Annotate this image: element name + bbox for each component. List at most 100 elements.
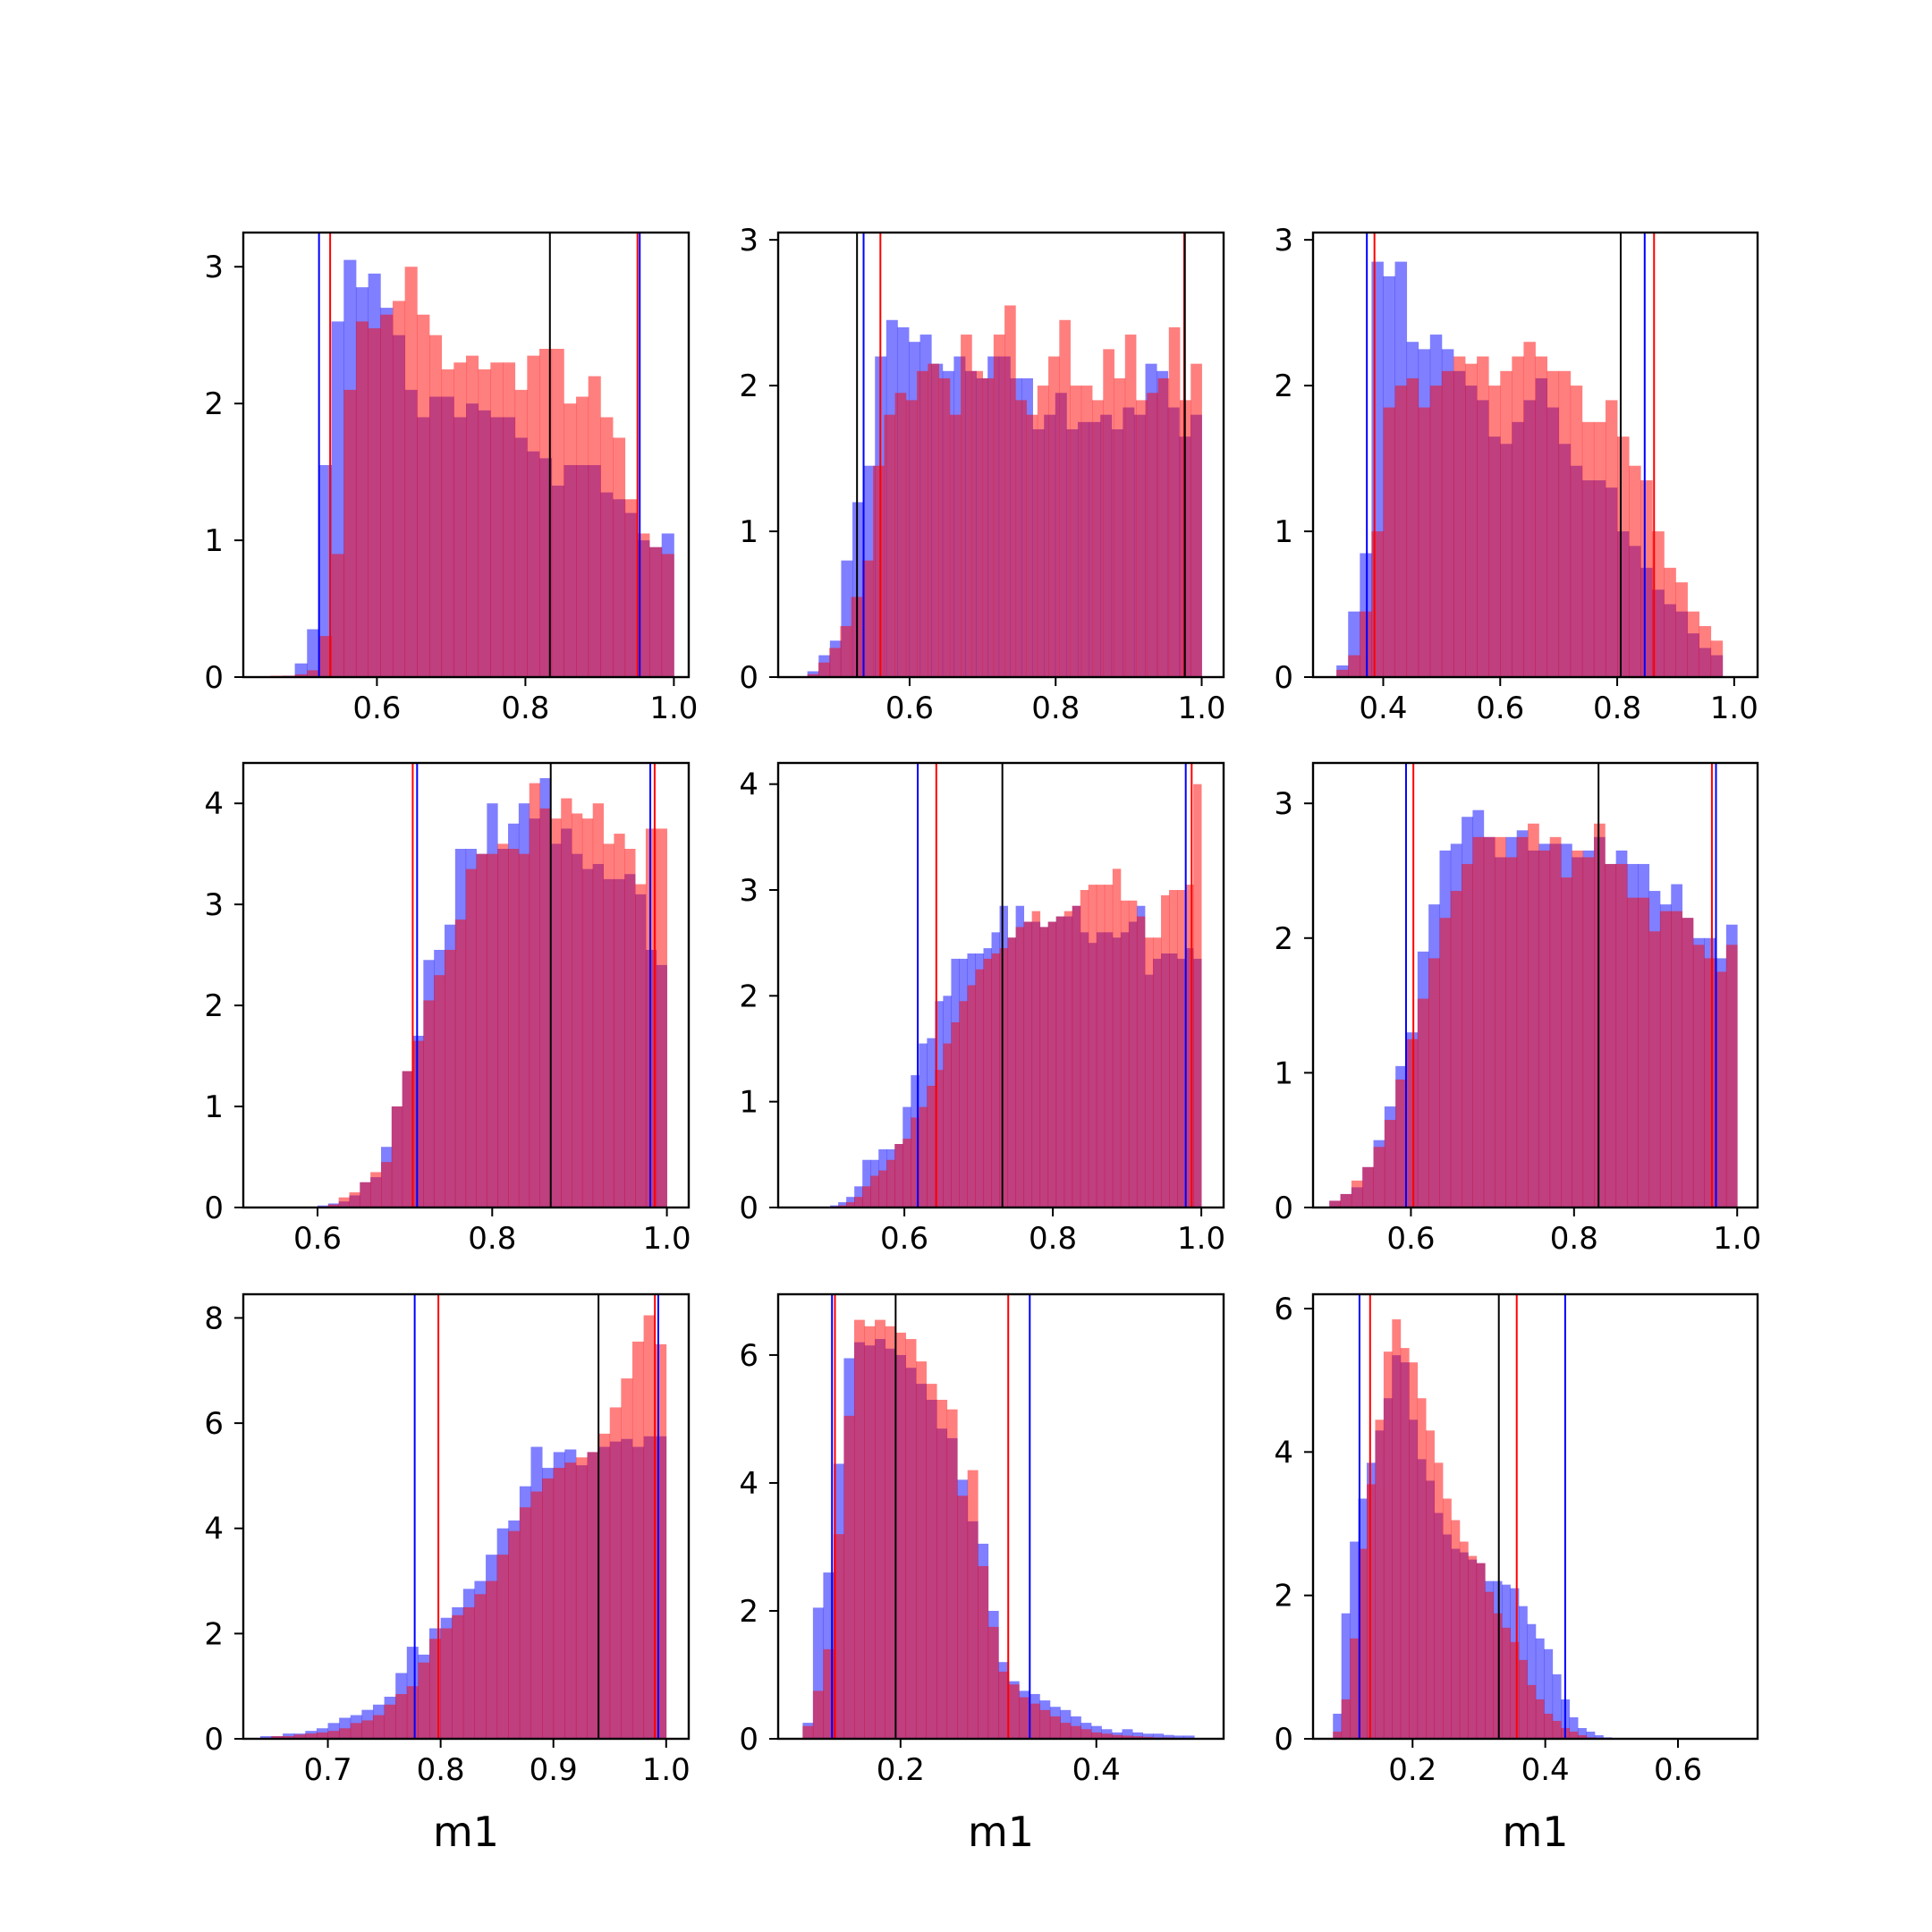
- red-histogram-bar: [1114, 377, 1126, 677]
- blue-histogram-bar: [862, 1159, 871, 1208]
- red-histogram-bar: [355, 321, 369, 677]
- red-histogram-bar: [631, 1341, 644, 1739]
- red-histogram-bar: [1101, 1733, 1113, 1739]
- red-histogram-bar: [587, 1452, 599, 1739]
- y-tick-label: 0: [204, 1191, 224, 1226]
- red-histogram-bar: [846, 1202, 855, 1208]
- red-histogram-bar: [1157, 377, 1170, 677]
- blue-histogram-bar: [1552, 1674, 1562, 1739]
- red-histogram-bar: [1340, 1193, 1352, 1208]
- red-histogram-bar: [1488, 386, 1501, 677]
- y-tick-label: 1: [204, 1089, 224, 1125]
- red-histogram-bar: [486, 1580, 498, 1739]
- red-histogram-bar: [487, 853, 498, 1208]
- blue-histogram-bar: [307, 629, 320, 677]
- red-histogram-bar: [624, 849, 636, 1208]
- red-histogram-bar: [1687, 611, 1700, 677]
- x-tick-label: 0.8: [1550, 1221, 1598, 1257]
- red-histogram-bar: [1191, 363, 1202, 677]
- blue-histogram-bar: [1527, 1623, 1537, 1739]
- red-histogram-bar: [1333, 1731, 1343, 1739]
- red-histogram-bar: [1459, 1541, 1469, 1739]
- panel-grid: 0.6 0.8 1.0 0 1 2 3 0.6 0.8 1.0 0 1 2 3 0.4 0.6 0.8 1.0 0 1…: [204, 223, 1761, 1856]
- y-tick-label: 1: [1274, 514, 1293, 550]
- red-histogram-bar: [1578, 1734, 1587, 1739]
- blue-histogram-bar: [1183, 1735, 1195, 1739]
- y-tick-label: 3: [1274, 223, 1293, 258]
- red-histogram-bar: [1329, 1200, 1341, 1208]
- blue-histogram-bar: [283, 1733, 295, 1739]
- red-histogram-bar: [1512, 356, 1524, 677]
- red-histogram-bar: [1177, 890, 1186, 1208]
- red-histogram-bar: [840, 625, 852, 677]
- red-histogram-bar: [518, 853, 530, 1208]
- y-tick-label: 1: [204, 523, 224, 559]
- red-histogram-bar: [1026, 414, 1038, 677]
- red-histogram-bar: [843, 1415, 855, 1739]
- y-tick-label: 2: [1274, 921, 1293, 957]
- red-histogram-bar: [1350, 1638, 1359, 1739]
- red-histogram-bar: [1692, 945, 1705, 1208]
- x-tick-label: 0.8: [417, 1752, 465, 1788]
- red-histogram-bar: [1453, 356, 1466, 677]
- x-tick-label: 0.6: [293, 1221, 342, 1257]
- red-histogram-bar: [1096, 885, 1106, 1208]
- red-histogram-bar: [1080, 386, 1093, 677]
- red-histogram-bar: [870, 1175, 879, 1208]
- red-histogram-bar: [919, 1106, 928, 1208]
- blue-histogram-bar: [1569, 1716, 1579, 1739]
- red-histogram-bar: [1502, 1627, 1511, 1739]
- red-histogram-bar: [316, 1732, 328, 1739]
- red-histogram-bar: [1070, 386, 1082, 677]
- y-tick-label: 3: [204, 250, 224, 285]
- red-histogram-bar: [1617, 436, 1630, 677]
- histogram-panel: 0.2 0.4 0.6 0 2 4 6 m1: [1274, 1292, 1759, 1856]
- red-histogram-bar: [1049, 1716, 1061, 1739]
- blue-histogram-bar: [1142, 1733, 1154, 1739]
- red-histogram-bar: [878, 1170, 887, 1208]
- red-histogram-bar: [1029, 1703, 1040, 1739]
- red-histogram-bar: [384, 1704, 396, 1739]
- x-tick-label: 0.6: [886, 691, 934, 726]
- red-histogram-bar: [624, 499, 638, 677]
- red-histogram-bar: [360, 1182, 371, 1208]
- red-histogram-bar: [508, 849, 520, 1208]
- red-histogram-bar: [1638, 897, 1650, 1208]
- red-histogram-bar: [478, 369, 491, 677]
- red-histogram-bar: [829, 648, 841, 677]
- blue-histogram-bar: [838, 1202, 847, 1208]
- red-histogram-bar: [368, 328, 381, 677]
- red-histogram-bar: [982, 377, 995, 677]
- histogram-panel: 0.6 0.8 1.0 0 1 2 3 4: [204, 761, 691, 1257]
- x-tick-label: 0.8: [501, 691, 549, 726]
- red-histogram-bar: [1160, 894, 1170, 1208]
- x-tick-label: 1.0: [1713, 1221, 1761, 1257]
- red-histogram-bar: [983, 958, 992, 1208]
- red-histogram-bar: [361, 1720, 374, 1739]
- y-tick-label: 0: [204, 660, 224, 696]
- histogram-panel: 0.7 0.8 0.9 1.0 0 2 4 6 8 m1: [204, 1292, 691, 1856]
- histogram-panel: 0.6 0.8 1.0 0 1 2 3: [739, 223, 1225, 726]
- blue-histogram-bar: [1163, 1734, 1174, 1739]
- red-histogram-bar: [1063, 911, 1073, 1208]
- red-histogram-bar: [1476, 1563, 1486, 1739]
- x-tick-label: 0.8: [1593, 691, 1641, 726]
- x-tick-label: 0.6: [1476, 691, 1524, 726]
- red-histogram-bar: [271, 1736, 284, 1739]
- red-histogram-bar: [1008, 1684, 1020, 1739]
- red-histogram-bar: [1092, 400, 1104, 677]
- red-histogram-bar: [372, 1715, 385, 1739]
- red-histogram-bar: [1037, 386, 1049, 677]
- x-axis-label: m1: [1502, 1808, 1568, 1856]
- y-tick-label: 8: [204, 1301, 224, 1336]
- red-histogram-bar: [951, 1021, 960, 1208]
- red-histogram-bar: [975, 969, 984, 1208]
- red-histogram-bar: [1004, 305, 1016, 677]
- y-tick-label: 4: [739, 1466, 758, 1502]
- histogram-panel: 0.6 0.8 1.0 0 1 2 3: [1274, 761, 1761, 1257]
- red-histogram-bar: [998, 1671, 1010, 1739]
- red-histogram-bar: [635, 884, 647, 1208]
- red-histogram-bar: [404, 267, 418, 677]
- y-tick-label: 2: [204, 386, 224, 422]
- x-tick-label: 1.0: [1710, 691, 1758, 726]
